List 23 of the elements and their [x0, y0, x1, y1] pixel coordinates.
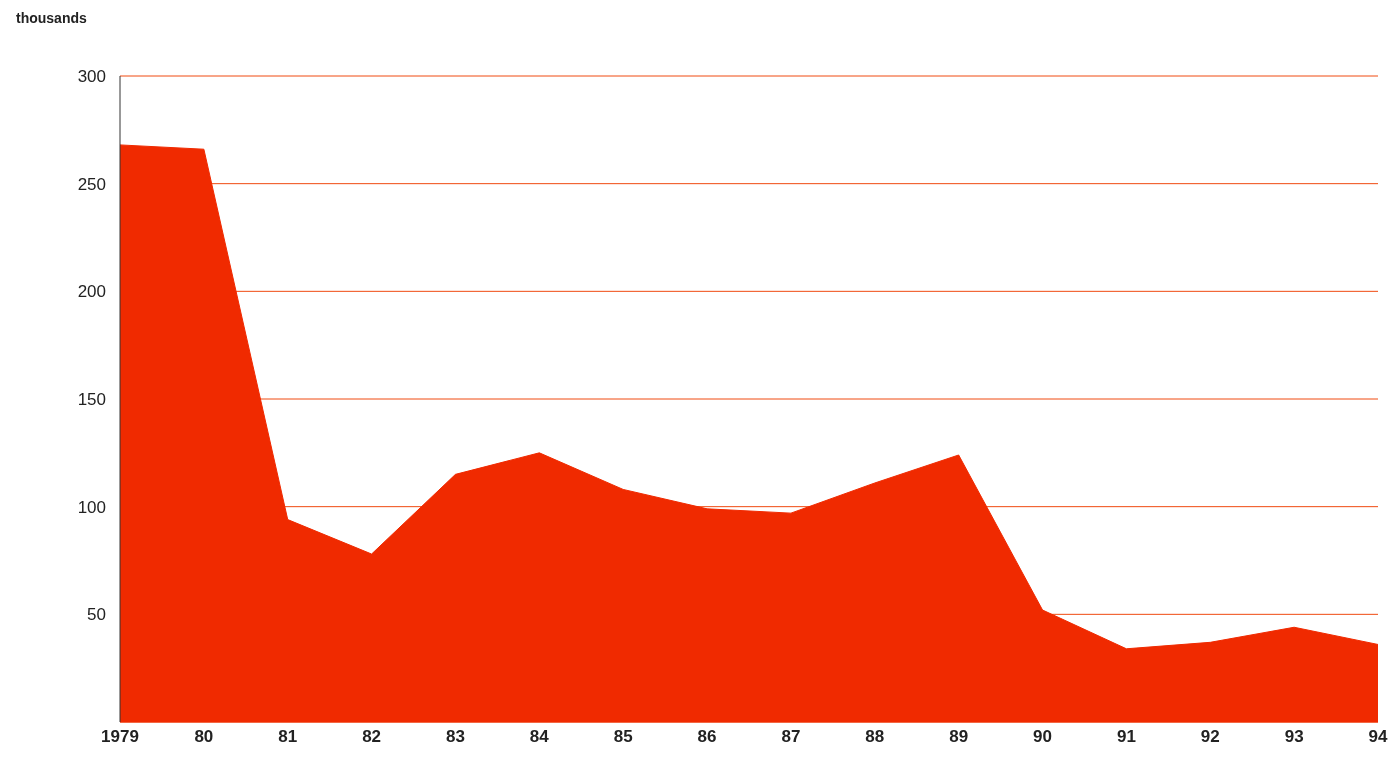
x-tick-label: 92 — [1200, 727, 1220, 747]
y-tick-label: 250 — [77, 174, 106, 194]
x-tick-label: 82 — [362, 727, 382, 747]
x-tick-label: 84 — [529, 727, 550, 747]
x-tick-label: 94 — [1368, 727, 1388, 747]
x-tick-label: 89 — [949, 727, 969, 747]
y-tick-label: 100 — [77, 497, 106, 517]
y-tick-label: 150 — [77, 390, 106, 410]
x-tick-label: 91 — [1116, 727, 1136, 747]
x-tick-label: 93 — [1284, 727, 1304, 747]
x-tick-label: 83 — [446, 727, 465, 747]
y-tick-label: 300 — [77, 67, 106, 87]
x-tick-label: 86 — [697, 727, 717, 747]
y-tick-label: 200 — [77, 282, 106, 302]
x-tick-label: 81 — [278, 727, 298, 747]
x-tick-label: 87 — [781, 727, 801, 747]
x-tick-label: 80 — [194, 727, 214, 747]
x-tick-label: 90 — [1033, 727, 1052, 747]
x-tick-label: 85 — [613, 727, 633, 747]
y-axis-title: thousands — [16, 10, 87, 26]
x-tick-label: 88 — [865, 727, 885, 747]
x-tick-label: 1979 — [101, 727, 139, 747]
y-tick-label: 50 — [87, 605, 106, 625]
